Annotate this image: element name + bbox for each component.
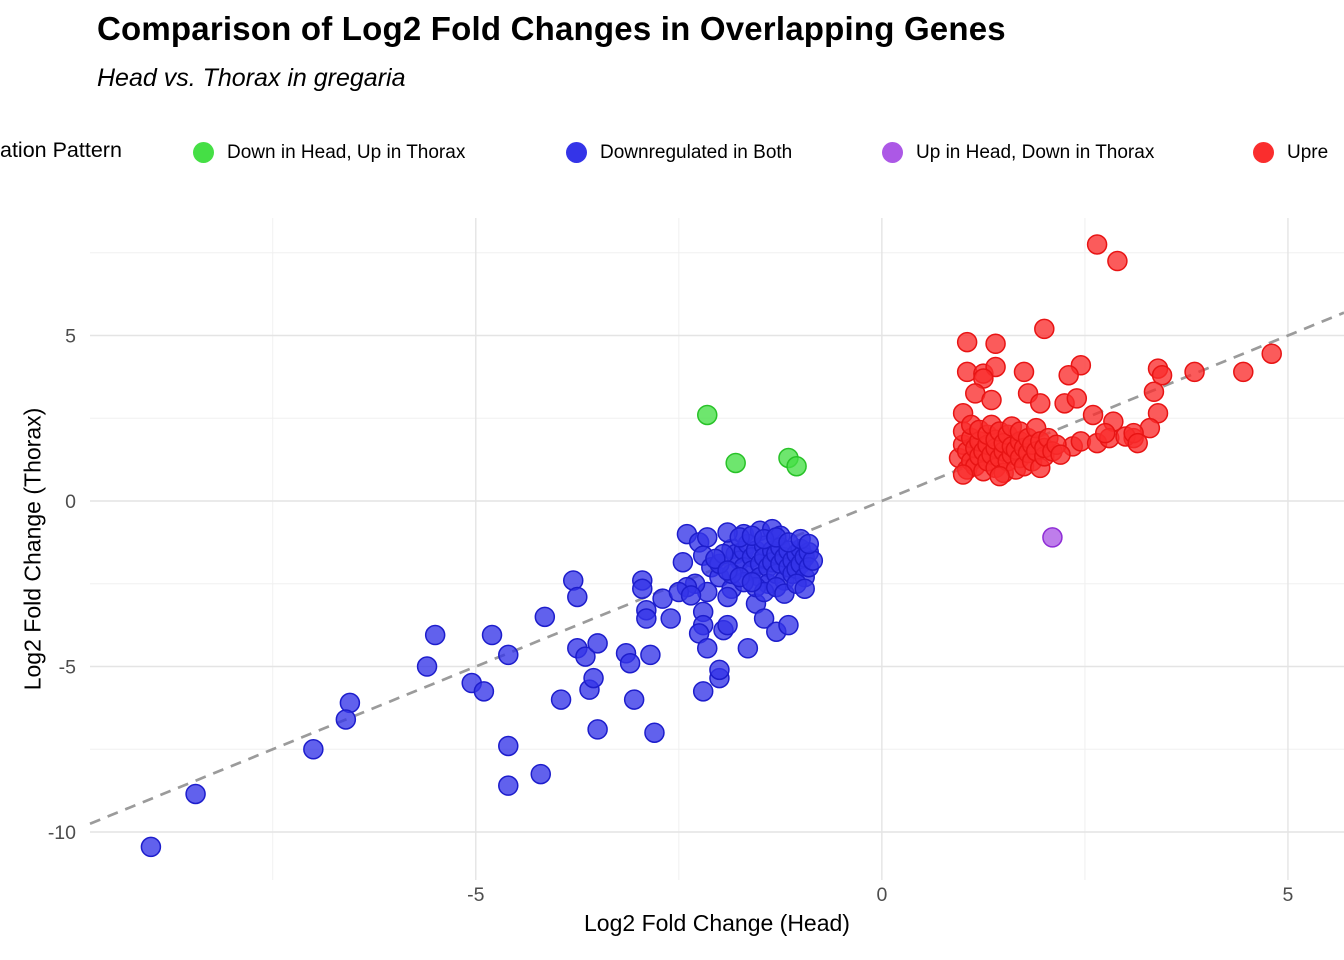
legend-title: ation Pattern — [0, 138, 122, 162]
data-point — [697, 638, 718, 659]
data-point — [985, 333, 1006, 355]
data-point — [424, 624, 446, 646]
data-point — [709, 659, 730, 681]
data-point — [1034, 318, 1055, 340]
y-tick-label: 5 — [65, 326, 76, 348]
data-point — [1184, 361, 1205, 383]
legend-item-label: Down in Head, Up in Thorax — [227, 142, 466, 163]
data-point — [632, 578, 653, 599]
data-point — [1143, 381, 1165, 403]
data-point — [498, 735, 519, 757]
data-point — [1013, 361, 1035, 383]
data-point — [587, 719, 608, 740]
data-point — [956, 331, 978, 353]
data-point — [717, 586, 738, 608]
data-point — [1107, 250, 1128, 272]
data-point — [416, 656, 438, 677]
page-title: Comparison of Log2 Fold Changes in Overl… — [97, 10, 1006, 47]
data-point — [798, 533, 820, 555]
y-tick-label: -10 — [48, 822, 76, 844]
data-point — [786, 456, 807, 477]
data-point — [185, 783, 206, 805]
data-point — [303, 739, 324, 760]
data-point — [498, 775, 519, 796]
legend-dot-icon — [1253, 142, 1274, 163]
data-point — [567, 586, 588, 608]
y-tick-label: 0 — [65, 491, 76, 513]
data-point — [623, 689, 645, 710]
data-point — [1094, 422, 1116, 444]
data-point — [530, 763, 552, 785]
legend: ation Pattern Down in Head, Up in Thorax… — [0, 130, 1344, 176]
data-point — [952, 464, 974, 485]
data-point — [473, 681, 495, 702]
data-point — [1151, 364, 1173, 386]
data-point — [587, 633, 608, 654]
legend-dot-icon — [566, 142, 587, 163]
chart-subtitle: Head vs. Thorax in gregaria — [97, 64, 406, 92]
data-point — [1233, 361, 1254, 383]
data-point — [550, 689, 572, 710]
data-point — [640, 644, 661, 666]
legend-dot-icon — [193, 142, 214, 163]
x-tick-label: -5 — [467, 884, 484, 906]
identity-reference-line — [89, 311, 1344, 825]
data-point — [737, 638, 759, 659]
data-point — [981, 389, 1002, 411]
legend-item-label: Downregulated in Both — [600, 142, 793, 163]
data-point — [1029, 393, 1051, 414]
data-point — [575, 646, 596, 667]
data-point — [1082, 404, 1104, 426]
data-point — [680, 585, 702, 606]
data-point — [989, 465, 1010, 487]
data-point — [1050, 444, 1071, 465]
y-tick-label: -5 — [59, 657, 76, 679]
data-point — [1066, 388, 1088, 409]
legend-item-label: Upre — [1287, 142, 1329, 163]
data-point — [534, 606, 556, 628]
data-point — [672, 551, 694, 573]
data-point — [692, 681, 714, 702]
data-point — [498, 644, 519, 666]
y-axis-title-text: Log2 Fold Change (Thorax) — [19, 407, 46, 691]
legend-item-label: Up in Head, Down in Thorax — [916, 142, 1155, 163]
data-point — [794, 578, 815, 599]
x-axis-title: Log2 Fold Change (Head) — [584, 910, 850, 936]
x-tick-label: 0 — [876, 884, 887, 906]
data-point — [140, 836, 162, 858]
data-point — [1127, 432, 1148, 454]
data-point — [741, 571, 763, 593]
data-point — [1261, 343, 1282, 364]
data-point — [753, 608, 775, 629]
x-tick-label: 5 — [1283, 884, 1294, 906]
data-point — [619, 652, 641, 674]
data-point — [778, 614, 799, 636]
data-point — [1086, 234, 1108, 255]
data-point — [583, 667, 604, 689]
data-point — [644, 722, 665, 743]
data-point — [1058, 364, 1079, 386]
data-point — [335, 709, 357, 730]
data-point — [1042, 527, 1063, 548]
data-point — [636, 608, 657, 629]
data-point — [717, 614, 738, 636]
data-point — [481, 624, 503, 646]
data-point — [697, 527, 718, 548]
data-point — [725, 452, 746, 474]
data-point — [660, 608, 681, 629]
legend-dot-icon — [882, 142, 903, 163]
data-point — [697, 404, 718, 426]
